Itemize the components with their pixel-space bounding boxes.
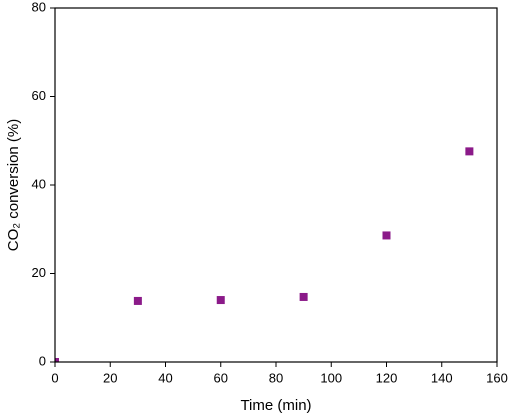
- y-tick-label: 20: [32, 265, 46, 280]
- y-tick-label: 80: [32, 0, 46, 14]
- y-tick-label: 0: [39, 353, 46, 368]
- data-point: [216, 296, 225, 305]
- x-tick-label: 80: [269, 370, 283, 385]
- x-tick-label: 40: [158, 370, 172, 385]
- x-tick-label: 60: [214, 370, 228, 385]
- data-point: [465, 147, 474, 156]
- y-axis-title: CO₂ conversion (%): [5, 119, 22, 252]
- x-axis-title: Time (min): [240, 397, 311, 414]
- x-tick-label: 140: [431, 370, 453, 385]
- x-tick-label: 160: [486, 370, 508, 385]
- x-tick-label: 20: [103, 370, 117, 385]
- data-point: [299, 292, 308, 301]
- data-point: [55, 358, 59, 362]
- data-point: [382, 231, 391, 240]
- x-tick-label: 0: [51, 370, 58, 385]
- y-tick-label: 40: [32, 176, 46, 191]
- x-tick-label: 120: [376, 370, 398, 385]
- plot-frame: [54, 7, 498, 363]
- y-tick-label: 60: [32, 88, 46, 103]
- plot-area: [55, 147, 474, 362]
- data-point: [133, 296, 142, 305]
- x-tick-label: 100: [320, 370, 342, 385]
